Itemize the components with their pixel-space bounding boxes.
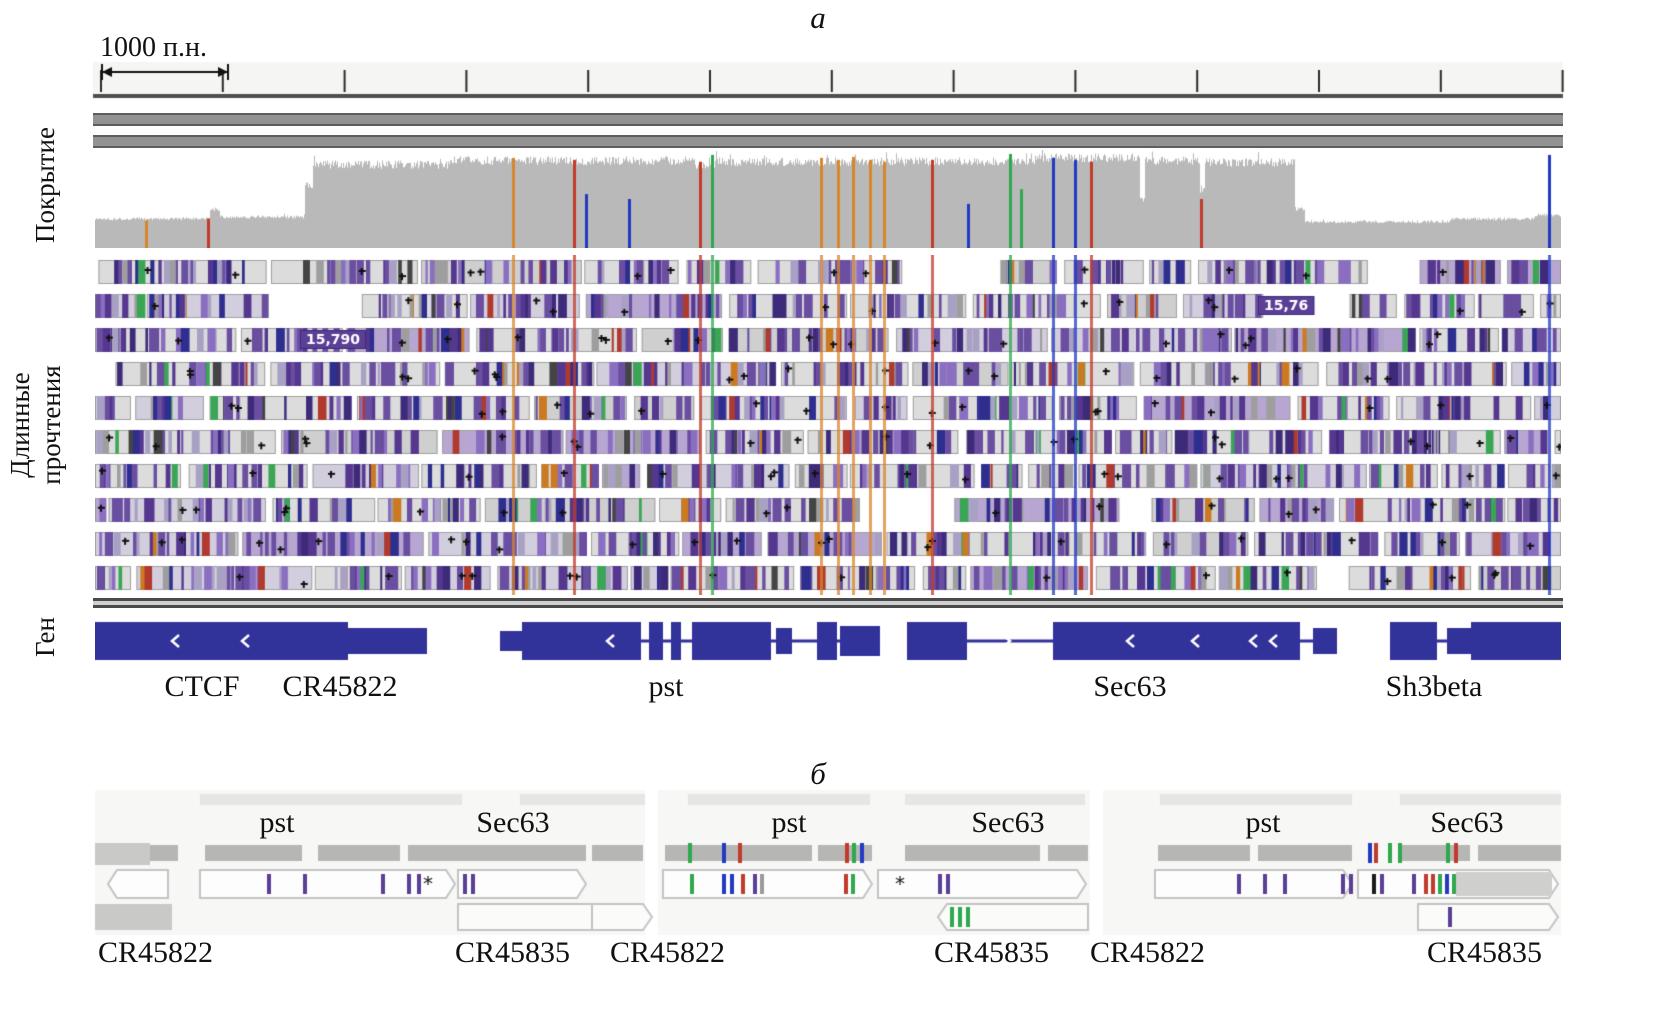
- assembly-comparison-panel: [0, 790, 1673, 940]
- b-contig-label-cr45835-2: CR45835: [934, 936, 1050, 969]
- b-gene-label-pst-3: pst: [1245, 806, 1281, 839]
- b-contig-label-cr45822-2: CR45822: [610, 936, 726, 969]
- b-gene-label-sec63-1: Sec63: [476, 806, 550, 839]
- gene-label-cr45822: CR45822: [282, 670, 398, 703]
- b-contig-label-cr45835-1: CR45835: [455, 936, 571, 969]
- b-gene-label-sec63-2: Sec63: [971, 806, 1045, 839]
- b-contig-label-cr45835-3: CR45835: [1427, 936, 1543, 969]
- track-separator-bar: [93, 113, 1563, 126]
- long-reads-label-line2: прочтения: [36, 365, 66, 485]
- gene-label-sec63: Sec63: [1093, 670, 1167, 703]
- gene-label-sh3beta: Sh3beta: [1385, 670, 1483, 703]
- gene-track-separator: [93, 598, 1563, 608]
- ruler-track: [0, 56, 1673, 102]
- coverage-track-label: Покрытие: [30, 127, 60, 243]
- panel-b-label: б: [810, 756, 826, 791]
- panel-a-label: а: [810, 0, 826, 35]
- b-gene-label-sec63-3: Sec63: [1430, 806, 1504, 839]
- gene-track-label: Ген: [30, 617, 60, 657]
- long-reads-track: [95, 255, 1561, 595]
- b-contig-label-cr45822-1: CR45822: [98, 936, 214, 969]
- b-gene-label-pst-1: pst: [259, 806, 295, 839]
- long-reads-track-label: Длинные прочтения: [5, 295, 71, 555]
- coverage-track: [95, 150, 1561, 248]
- b-contig-label-cr45822-3: CR45822: [1090, 936, 1206, 969]
- long-reads-label-line1: Длинные: [5, 372, 35, 478]
- gene-track: [95, 612, 1561, 670]
- gene-label-pst: pst: [648, 670, 684, 703]
- track-separator-bar: [93, 135, 1563, 148]
- gene-label-ctcf: CTCF: [164, 670, 240, 703]
- b-gene-label-pst-2: pst: [771, 806, 807, 839]
